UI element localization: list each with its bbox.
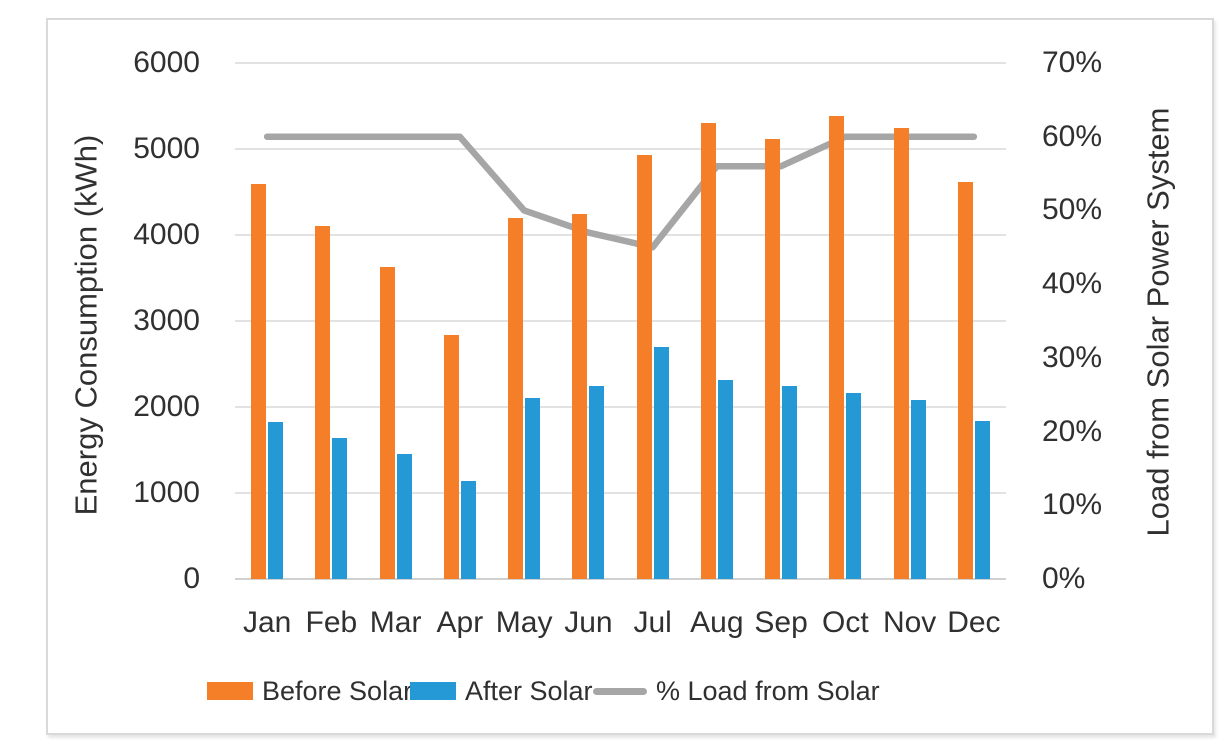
bar-after-solar-sep	[782, 385, 798, 579]
left-axis-title: Energy Consumption (kWh)	[68, 134, 104, 516]
month-label-aug: Aug	[690, 606, 744, 639]
right-axis-tick-label: 50%	[1042, 193, 1103, 227]
bar-after-solar-nov	[910, 400, 926, 579]
month-label-jun: Jun	[564, 606, 613, 639]
bar-before-solar-mar	[379, 266, 395, 579]
right-axis-tick-label: 60%	[1042, 119, 1103, 153]
bar-before-solar-sep	[765, 138, 781, 579]
right-axis-tick-label: 70%	[1042, 46, 1103, 79]
bar-before-solar-may	[508, 217, 524, 579]
month-label-dec: Dec	[947, 606, 1001, 639]
right-axis-tick-label: 40%	[1042, 267, 1103, 301]
month-label-mar: Mar	[369, 606, 422, 639]
month-label-apr: Apr	[436, 606, 484, 639]
bar-after-solar-may	[525, 397, 541, 579]
month-label-feb: Feb	[305, 606, 358, 639]
bar-before-solar-apr	[443, 334, 459, 579]
bar-before-solar-feb	[315, 226, 331, 579]
left-axis-tick-label: 6000	[133, 46, 200, 79]
right-axis-tick-label: 0%	[1042, 562, 1086, 595]
month-label-oct: Oct	[822, 606, 869, 639]
left-axis-tick-label: 0	[183, 562, 200, 595]
bar-after-solar-mar	[396, 454, 412, 579]
bar-before-solar-jul	[636, 155, 652, 579]
month-label-jul: Jul	[633, 606, 672, 639]
bar-after-solar-apr	[460, 480, 476, 579]
bar-after-solar-dec	[974, 420, 990, 579]
left-axis-tick-label: 1000	[133, 476, 200, 509]
bar-after-solar-jan	[268, 421, 284, 579]
left-axis-tick-label: 3000	[133, 304, 200, 337]
month-label-sep: Sep	[754, 606, 808, 639]
bar-after-solar-jun	[589, 386, 605, 579]
right-axis-tick-label: 30%	[1042, 340, 1103, 374]
bar-after-solar-jul	[653, 346, 669, 579]
bar-before-solar-aug	[700, 123, 716, 579]
bar-before-solar-dec	[957, 181, 973, 579]
bar-before-solar-jun	[572, 213, 588, 579]
left-axis-tick-label: 5000	[133, 132, 200, 165]
month-label-nov: Nov	[882, 606, 937, 639]
bar-before-solar-oct	[829, 116, 845, 579]
right-axis-tick-label: 10%	[1042, 488, 1103, 522]
bar-after-solar-feb	[332, 437, 348, 579]
month-label-may: May	[495, 606, 553, 639]
right-axis-tick-label: 20%	[1042, 414, 1103, 448]
month-label-jan: Jan	[242, 606, 292, 639]
bar-before-solar-jan	[251, 184, 267, 579]
bar-after-solar-aug	[717, 380, 733, 579]
left-axis-tick-label: 4000	[133, 218, 200, 251]
right-axis-title: Load from Solar Power System	[1140, 107, 1176, 537]
bar-after-solar-oct	[846, 393, 862, 579]
left-axis-tick-label: 2000	[133, 390, 200, 423]
bar-before-solar-nov	[893, 128, 909, 579]
